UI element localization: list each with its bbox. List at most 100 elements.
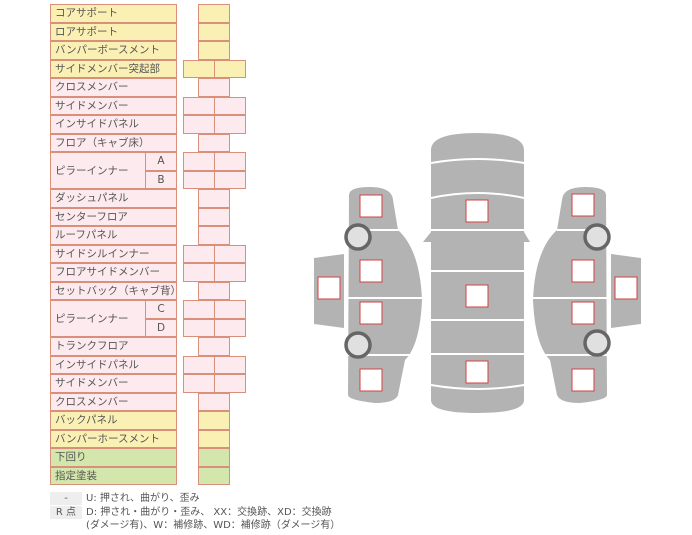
row-label: ピラーインナー [50, 300, 146, 337]
damage-mark-box[interactable] [571, 259, 595, 283]
result-cell[interactable] [198, 41, 230, 60]
damage-mark-box[interactable] [359, 194, 383, 218]
wheel-rear-left [344, 331, 372, 359]
table-row: ピラーインナー C D [50, 300, 250, 337]
damage-mark-box[interactable] [359, 259, 383, 283]
row-label: バンパーホースメント [50, 429, 177, 448]
damage-mark-box[interactable] [614, 276, 638, 300]
table-row: ロアサポート [50, 22, 250, 41]
table-row: バンパーホースメント [50, 429, 250, 448]
damage-mark-box[interactable] [317, 276, 341, 300]
damage-mark-box[interactable] [465, 360, 489, 384]
right-result-cell[interactable] [214, 300, 246, 319]
table-row: ダッシュパネル [50, 189, 250, 208]
right-result-cell[interactable] [214, 244, 246, 263]
damage-mark-box[interactable] [465, 284, 489, 308]
table-row: フロア（キャブ床） [50, 133, 250, 152]
table-row: サイドメンバー [50, 374, 250, 393]
table-row: インサイドパネル [50, 115, 250, 134]
legend-text: U: 押され、曲がり、歪み [86, 493, 200, 504]
table-row: 指定塗装 [50, 466, 250, 485]
pillar-sub-label: B [145, 170, 177, 189]
legend-item: - U: 押され、曲がり、歪み [50, 492, 200, 505]
result-cell[interactable] [198, 78, 230, 97]
damage-mark-box[interactable] [359, 301, 383, 325]
row-label: バックパネル [50, 411, 177, 430]
result-cell[interactable] [198, 133, 230, 152]
row-label: コアサポート [50, 4, 177, 23]
legend-key: R 点 [50, 506, 82, 519]
right-result-cell[interactable] [214, 374, 246, 393]
damage-mark-box[interactable] [571, 368, 595, 392]
row-label: サイドメンバー [50, 96, 177, 115]
row-label: 指定塗装 [50, 466, 177, 485]
result-cell[interactable] [198, 337, 230, 356]
damage-mark-box[interactable] [571, 301, 595, 325]
damage-mark-box[interactable] [465, 199, 489, 223]
row-label: サイドメンバー [50, 374, 177, 393]
legend-key: - [50, 492, 82, 505]
row-label: インサイドパネル [50, 355, 177, 374]
pillar-sub-label: C [145, 300, 177, 319]
result-cell[interactable] [198, 281, 230, 300]
table-row: クロスメンバー [50, 78, 250, 97]
row-label: フロア（キャブ床） [50, 133, 177, 152]
table-row: ピラーインナー A B [50, 152, 250, 189]
row-label: トランクフロア [50, 337, 177, 356]
right-result-cell[interactable] [214, 152, 246, 171]
legend-text: D: 押され・曲がり・歪み、 XX：交換跡、XD：交換跡 [86, 507, 332, 518]
row-label: インサイドパネル [50, 115, 177, 134]
left-side-body [348, 187, 422, 403]
row-label: クロスメンバー [50, 78, 177, 97]
table-row: バンパーボースメント [50, 41, 250, 60]
table-row: サイドメンバー [50, 96, 250, 115]
table-row: サイドシルインナー [50, 244, 250, 263]
row-label: サイドメンバー突起部 [50, 59, 177, 78]
wheel-front-right [583, 223, 611, 251]
table-row: センターフロア [50, 207, 250, 226]
right-result-cell[interactable] [214, 355, 246, 374]
table-row: 下回り [50, 448, 250, 467]
right-result-cell[interactable] [214, 96, 246, 115]
right-result-cell[interactable] [214, 115, 246, 134]
result-cell[interactable] [198, 22, 230, 41]
right-result-cell[interactable] [214, 263, 246, 282]
row-label: ロアサポート [50, 22, 177, 41]
table-row: セットバック（キャブ背） [50, 281, 250, 300]
legend-text-continued: (ダメージ有)、W：補修跡、WD：補修跡（ダメージ有） [86, 520, 341, 531]
center-body [423, 133, 530, 413]
right-side-body [533, 187, 607, 403]
table-row: インサイドパネル [50, 355, 250, 374]
right-result-cell[interactable] [214, 59, 246, 78]
pillar-sub-label: A [145, 152, 177, 171]
result-cell[interactable] [198, 411, 230, 430]
result-cell[interactable] [198, 429, 230, 448]
result-cell[interactable] [198, 226, 230, 245]
wheel-front-left [344, 223, 372, 251]
row-label: ピラーインナー [50, 152, 146, 189]
row-label: ダッシュパネル [50, 189, 177, 208]
damage-mark-box[interactable] [571, 193, 595, 217]
damage-mark-box[interactable] [359, 368, 383, 392]
result-cell[interactable] [198, 189, 230, 208]
result-cell[interactable] [198, 4, 230, 23]
result-cell[interactable] [198, 392, 230, 411]
row-label: ルーフパネル [50, 226, 177, 245]
row-label: クロスメンバー [50, 392, 177, 411]
row-label: 下回り [50, 448, 177, 467]
right-result-cell[interactable] [214, 318, 246, 337]
row-label: フロアサイドメンバー [50, 263, 177, 282]
table-row: トランクフロア [50, 337, 250, 356]
right-result-cell[interactable] [214, 170, 246, 189]
row-label: セットバック（キャブ背） [50, 281, 177, 300]
row-label: サイドシルインナー [50, 244, 177, 263]
pillar-sub-label: D [145, 318, 177, 337]
table-row: ルーフパネル [50, 226, 250, 245]
result-cell[interactable] [198, 466, 230, 485]
result-cell[interactable] [198, 207, 230, 226]
row-label: センターフロア [50, 207, 177, 226]
table-row: バックパネル [50, 411, 250, 430]
result-cell[interactable] [198, 448, 230, 467]
table-row: コアサポート [50, 4, 250, 23]
